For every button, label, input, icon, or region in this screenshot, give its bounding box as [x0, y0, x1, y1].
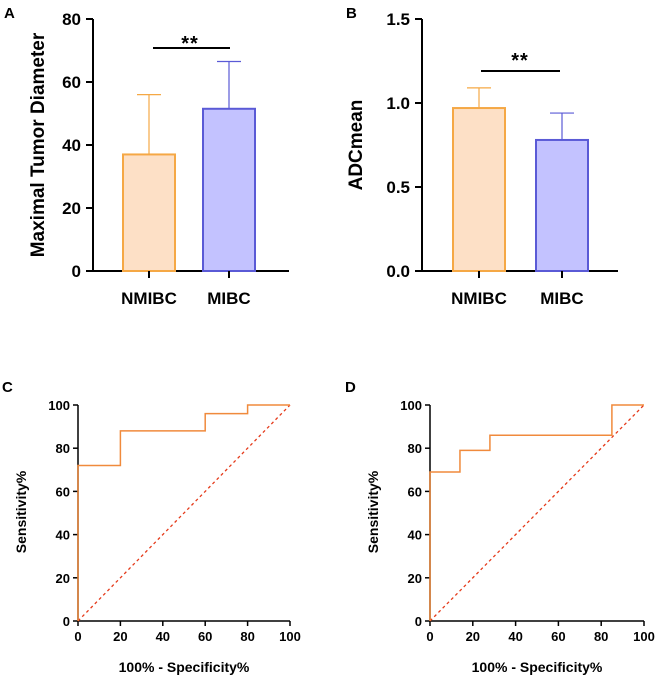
y-tick-label: 0.0 — [386, 262, 410, 281]
x-tick-label: 80 — [594, 629, 608, 644]
bar — [122, 153, 176, 272]
x-tick-label: 80 — [240, 629, 254, 644]
x-tick-label: 40 — [156, 629, 170, 644]
category-label: MIBC — [540, 289, 583, 308]
bar — [202, 107, 256, 273]
panel-d: D Sensitivity% 100% - Specificity% 00 20 2… — [345, 379, 655, 675]
y-tick-label: 1.0 — [386, 94, 410, 113]
panel-letter-b: B — [346, 5, 357, 22]
panel-a: A Maximal Tumor Diameter ** 0 20 40 60 80 NMI… — [4, 5, 289, 308]
y-tick-label: 40 — [56, 528, 70, 543]
reference-line — [429, 404, 645, 622]
panel-c: C Sensitivity% 100% - Specificity% 00 20 2… — [2, 379, 301, 675]
x-tick-label: 20 — [466, 629, 480, 644]
x-tick-label: 100 — [633, 629, 655, 644]
y-tick-label: 0 — [415, 614, 422, 629]
y-tick-label: 80 — [408, 441, 422, 456]
y-tick-label: 20 — [62, 199, 81, 218]
y-tick-label: 0.5 — [386, 178, 410, 197]
significance-label: ** — [181, 33, 199, 55]
y-tick-label: 60 — [408, 484, 422, 499]
roc-curve — [429, 404, 644, 621]
y-tick-label: 100 — [400, 398, 422, 413]
y-axis-title: Sensitivity% — [13, 470, 29, 553]
y-tick-label: 0 — [63, 614, 70, 629]
y-axis-title: ADCmean — [346, 100, 367, 191]
panel-letter-c: C — [2, 379, 13, 396]
significance-label: ** — [511, 50, 529, 72]
x-tick-label: 40 — [508, 629, 522, 644]
y-tick-label: 20 — [56, 571, 70, 586]
category-label: NMIBC — [121, 289, 177, 308]
y-tick-label: 20 — [408, 571, 422, 586]
panel-letter-d: D — [345, 379, 356, 396]
y-tick-label: 1.5 — [386, 10, 410, 29]
roc-curve — [77, 404, 290, 621]
y-tick-label: 80 — [56, 441, 70, 456]
reference-line — [77, 404, 291, 622]
y-tick-label: 100 — [48, 398, 70, 413]
panel-b: B ADCmean ** 0.0 0.5 1.0 1.5 NMIBC MIBC — [346, 5, 618, 308]
category-label: NMIBC — [451, 289, 507, 308]
x-tick-label: 0 — [426, 629, 433, 644]
x-tick-label: 100 — [279, 629, 301, 644]
x-axis-title: 100% - Specificity% — [472, 659, 603, 675]
x-tick-label: 60 — [551, 629, 565, 644]
y-tick-label: 60 — [62, 73, 81, 92]
y-axis-title: Sensitivity% — [365, 470, 381, 553]
bar — [452, 107, 506, 273]
x-axis-title: 100% - Specificity% — [119, 659, 250, 675]
y-axis-title: Maximal Tumor Diameter — [28, 32, 49, 257]
y-tick-label: 0 — [72, 262, 81, 281]
y-tick-label: 40 — [408, 528, 422, 543]
y-tick-label: 80 — [62, 10, 81, 29]
y-tick-label: 40 — [62, 136, 81, 155]
bar — [535, 138, 589, 272]
x-tick-label: 0 — [74, 629, 81, 644]
x-tick-label: 20 — [113, 629, 127, 644]
x-tick-label: 60 — [198, 629, 212, 644]
panel-letter-a: A — [4, 5, 15, 22]
y-tick-label: 60 — [56, 484, 70, 499]
category-label: MIBC — [207, 289, 250, 308]
